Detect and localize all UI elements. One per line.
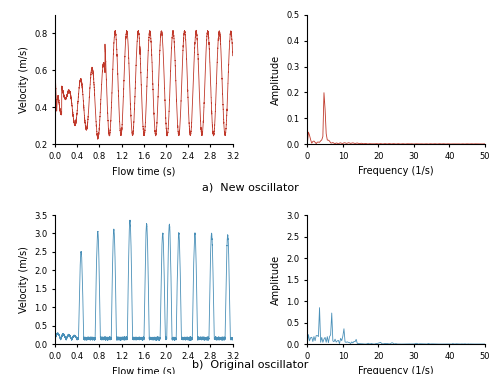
Text: b)  Original oscillator: b) Original oscillator [192,360,308,370]
Y-axis label: Velocity (m/s): Velocity (m/s) [18,46,28,113]
Text: a)  New oscillator: a) New oscillator [202,182,298,192]
Y-axis label: Amplitude: Amplitude [271,55,281,105]
X-axis label: Flow time (s): Flow time (s) [112,166,176,176]
X-axis label: Frequency (1/s): Frequency (1/s) [358,166,434,176]
Y-axis label: Amplitude: Amplitude [271,254,281,304]
Y-axis label: Velocity (m/s): Velocity (m/s) [18,246,28,313]
X-axis label: Flow time (s): Flow time (s) [112,366,176,374]
X-axis label: Frequency (1/s): Frequency (1/s) [358,366,434,374]
